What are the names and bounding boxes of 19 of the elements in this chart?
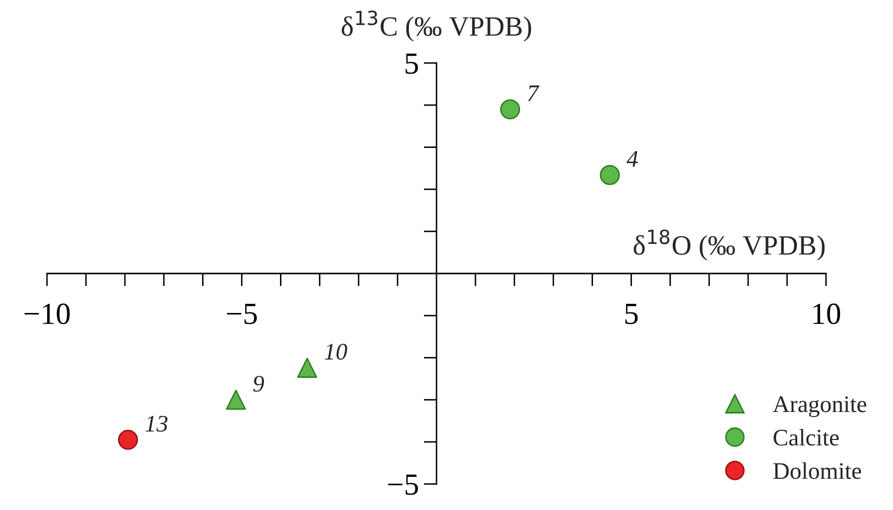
annotation: 10 <box>324 344 348 360</box>
x-tick-label: 10 <box>813 304 840 324</box>
annotation: 7 <box>528 86 540 101</box>
point <box>226 390 246 410</box>
point <box>600 164 620 185</box>
annotation: 13 <box>146 416 168 432</box>
annotation: 9 <box>253 376 264 392</box>
x-tick-label: −10 <box>24 304 70 324</box>
x-tick-label: 5 <box>625 304 638 324</box>
x-tick-label: −5 <box>227 304 257 324</box>
point <box>297 358 318 378</box>
legend-label: Dolomite <box>773 462 862 480</box>
point <box>118 430 138 450</box>
legend-label: Calcite <box>774 429 839 446</box>
point <box>500 99 520 120</box>
legend-label: Aragonite <box>772 396 866 418</box>
x-axis-title: δ$^{18}$O (‰ VPDB) <box>634 229 825 260</box>
annotation: 4 <box>626 151 638 167</box>
y-axis-title: δ$^{13}$C (‰ VPDB) <box>342 10 532 42</box>
